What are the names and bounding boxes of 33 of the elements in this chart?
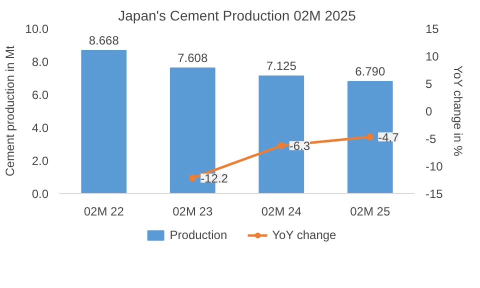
data-label: -12.2 bbox=[200, 172, 228, 186]
y2-tick-label: -15 bbox=[426, 187, 444, 201]
chart-title: Japan's Cement Production 02M 2025 bbox=[118, 8, 356, 24]
x-tick-label: 02M 25 bbox=[350, 204, 390, 218]
data-label: 7.608 bbox=[178, 50, 208, 65]
data-label: -6.3 bbox=[289, 139, 310, 154]
data-label: 8.668 bbox=[88, 33, 120, 48]
y-tick-label: 0.0 bbox=[32, 187, 49, 201]
y2-tick-label: 5 bbox=[426, 77, 432, 91]
data-label: 7.125 bbox=[266, 58, 297, 73]
y2-tick-label: 15 bbox=[426, 22, 440, 36]
x-tick-label: 02M 22 bbox=[84, 204, 124, 218]
point bbox=[278, 142, 285, 150]
bar bbox=[81, 50, 127, 194]
y2-tick-label: 0 bbox=[426, 104, 432, 118]
y-tick-label: 4.0 bbox=[32, 121, 49, 135]
y2-tick-label: -5 bbox=[426, 132, 436, 146]
y-tick-label: 10.0 bbox=[25, 22, 49, 36]
y-tick-label: 8.0 bbox=[32, 55, 49, 69]
y2-tick-label: 10 bbox=[426, 50, 440, 64]
x-tick-label: 02M 23 bbox=[172, 204, 213, 218]
point bbox=[189, 174, 196, 182]
y2-tick-label: -10 bbox=[426, 160, 444, 174]
point bbox=[366, 133, 374, 140]
y2-axis-title: YoY change in % bbox=[450, 66, 465, 157]
y-axis-title: Cement production in Mt bbox=[3, 44, 18, 176]
legend-label: Production bbox=[170, 228, 228, 242]
y-tick-label: 6.0 bbox=[32, 88, 49, 102]
x-tick-label: 02M 24 bbox=[261, 204, 302, 218]
legend-label: YoY change bbox=[272, 228, 336, 242]
data-label: 6.790 bbox=[355, 64, 386, 78]
data-label: -4.7 bbox=[378, 130, 400, 144]
y-tick-label: 2.0 bbox=[32, 154, 49, 168]
